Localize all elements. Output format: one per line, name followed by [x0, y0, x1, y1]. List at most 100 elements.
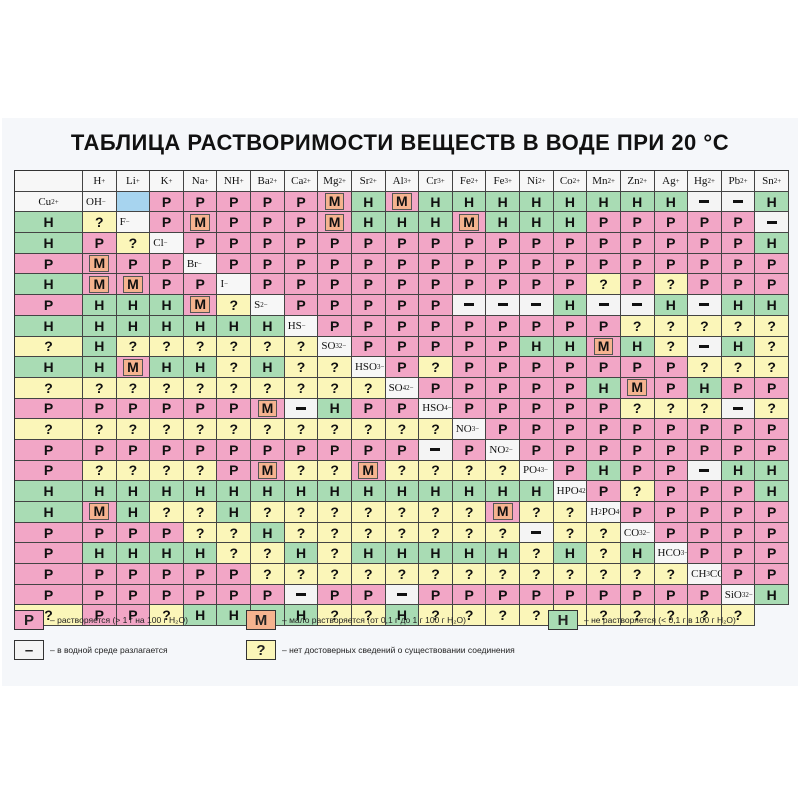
- solubility-mark: Н: [94, 338, 105, 355]
- solubility-mark: ?: [330, 359, 339, 376]
- solubility-mark: ?: [632, 400, 642, 417]
- solubility-mark: Р: [430, 255, 441, 272]
- solubility-mark: ?: [95, 462, 104, 479]
- solubility-mark: Н: [766, 462, 777, 479]
- solubility-mark: ?: [363, 607, 373, 624]
- solubility-mark: ?: [397, 503, 407, 520]
- solubility-mark: ?: [498, 565, 508, 582]
- solubility-cell: Р: [486, 336, 521, 358]
- solubility-mark: ?: [498, 524, 508, 541]
- cation-header: Cr 3+: [419, 171, 453, 192]
- solubility-mark: ?: [767, 400, 776, 417]
- solubility-cell: [116, 191, 151, 213]
- solubility-cell: Р: [654, 419, 689, 440]
- solubility-mark: Н: [262, 317, 273, 334]
- solubility-mark: Н: [262, 359, 273, 376]
- decomposes-mark: [296, 406, 307, 410]
- solubility-cell: Р: [419, 233, 453, 254]
- solubility-cell: ?: [83, 212, 117, 234]
- solubility-cell: Р: [83, 564, 117, 585]
- solubility-mark: Р: [632, 462, 642, 479]
- solubility-cell: ?: [620, 564, 655, 585]
- cation-header: Pb 2+: [721, 171, 756, 192]
- solubility-cell: Р: [553, 439, 588, 461]
- anion-header: F −: [116, 212, 151, 234]
- solubility-mark: ?: [632, 483, 642, 500]
- solubility-mark: Н: [161, 359, 172, 376]
- solubility-mark: ?: [296, 359, 306, 376]
- solubility-mark: Р: [397, 338, 407, 355]
- solubility-mark: ?: [666, 400, 676, 417]
- solubility-mark: Р: [430, 379, 441, 396]
- solubility-mark: ?: [700, 607, 709, 624]
- solubility-mark: Р: [565, 586, 575, 603]
- solubility-mark: ?: [128, 462, 138, 479]
- anion-symbol: HPO: [556, 485, 579, 498]
- solubility-cell: Р: [520, 233, 554, 254]
- solubility-mark: ?: [599, 524, 608, 541]
- solubility-cell: М: [620, 377, 655, 399]
- solubility-cell: Р: [351, 253, 386, 275]
- solubility-mark: Р: [531, 317, 542, 334]
- slightly-soluble-mark: М: [123, 275, 143, 293]
- legend-text: – растворяется (> 1 г на 100 г H₂O): [50, 615, 188, 625]
- solubility-mark: ?: [532, 607, 541, 624]
- solubility-cell: Р: [654, 439, 689, 461]
- solubility-cell: [452, 295, 487, 316]
- solubility-mark: Н: [295, 607, 307, 624]
- solubility-mark: ?: [363, 421, 373, 438]
- solubility-cell: ?: [419, 522, 453, 544]
- solubility-mark: Р: [598, 400, 609, 417]
- solubility-mark: Р: [94, 607, 104, 624]
- solubility-cell: Р: [654, 233, 689, 254]
- solubility-cell: Р: [452, 377, 487, 399]
- solubility-cell: ?: [183, 419, 218, 440]
- cation-charge: 2+: [269, 176, 278, 185]
- anion-header: Br −: [183, 253, 218, 275]
- solubility-mark: Н: [564, 296, 576, 313]
- solubility-cell: Н: [755, 233, 789, 254]
- anion-charge: −: [125, 218, 130, 227]
- solubility-cell: Р: [385, 253, 420, 275]
- anion-symbol: Br: [186, 257, 198, 270]
- solubility-cell: ?: [150, 419, 184, 440]
- solubility-mark: ?: [330, 524, 339, 541]
- solubility-mark: Р: [296, 441, 306, 458]
- solubility-mark: ?: [464, 462, 474, 479]
- solubility-cell: [721, 191, 756, 213]
- solubility-mark: Р: [161, 586, 172, 603]
- solubility-cell: Р: [150, 253, 184, 275]
- solubility-cell: ?: [385, 502, 420, 523]
- solubility-mark: Р: [699, 234, 710, 251]
- anion-subscript: 4: [615, 507, 620, 516]
- legend: Р – растворяется (> 1 г на 100 г H₂O) М …: [14, 610, 794, 670]
- cation-charge: 2+: [369, 176, 377, 185]
- solubility-cell: Р: [587, 419, 621, 440]
- anion-subscript: 3: [741, 590, 746, 599]
- solubility-mark: Р: [531, 400, 542, 417]
- solubility-mark: Р: [464, 359, 474, 376]
- solubility-mark: Р: [666, 234, 676, 251]
- solubility-cell: Н: [318, 398, 352, 420]
- solubility-mark: ?: [599, 276, 608, 293]
- solubility-cell: Н: [486, 212, 521, 234]
- solubility-cell: Р: [486, 419, 521, 440]
- solubility-cell: Р: [217, 398, 252, 420]
- solubility-cell: ?: [150, 336, 184, 358]
- solubility-cell: Р: [587, 584, 621, 606]
- solubility-cell: Н: [116, 295, 151, 316]
- solubility-mark: Р: [363, 234, 373, 251]
- solubility-cell: ?: [351, 502, 386, 523]
- solubility-cell: ?: [755, 336, 789, 358]
- solubility-cell: ?: [116, 377, 151, 399]
- solubility-cell: ?: [587, 522, 621, 544]
- solubility-mark: ?: [464, 607, 474, 624]
- solubility-mark: Н: [396, 545, 407, 562]
- solubility-cell: ?: [318, 460, 352, 482]
- solubility-cell: ?: [620, 315, 655, 337]
- solubility-mark: Р: [43, 400, 54, 417]
- solubility-mark: Р: [531, 379, 542, 396]
- anion-charge: 3−: [540, 466, 549, 475]
- solubility-cell: Н: [116, 502, 151, 523]
- decomposes-mark: [296, 593, 307, 597]
